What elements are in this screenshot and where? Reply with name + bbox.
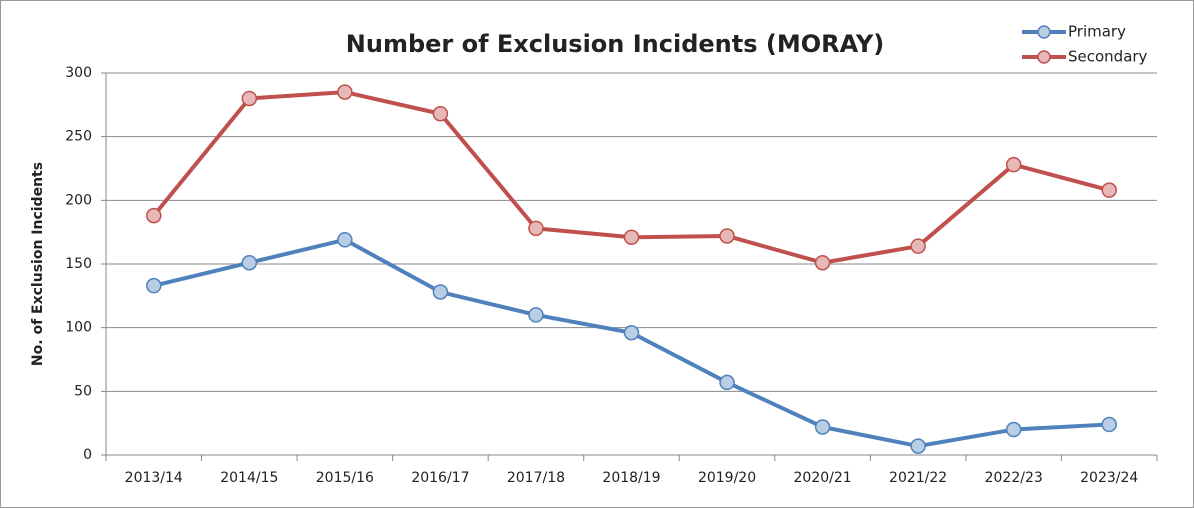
marker bbox=[337, 232, 353, 248]
x-tick-label: 2022/23 bbox=[985, 470, 1043, 486]
marker bbox=[241, 254, 258, 271]
x-tick-label: 2023/24 bbox=[1080, 470, 1138, 486]
x-tick-label: 2015/16 bbox=[316, 470, 374, 486]
marker bbox=[814, 419, 831, 435]
y-tick-label: 250 bbox=[65, 129, 92, 145]
legend-label: Secondary bbox=[1068, 48, 1148, 66]
marker bbox=[528, 220, 544, 237]
marker bbox=[623, 325, 640, 341]
y-tick-label: 50 bbox=[74, 383, 92, 399]
x-tick-label: 2018/19 bbox=[602, 470, 660, 486]
marker bbox=[719, 228, 735, 244]
x-tick-label: 2014/15 bbox=[220, 470, 278, 486]
marker bbox=[814, 254, 831, 271]
marker bbox=[910, 438, 926, 454]
marker bbox=[719, 374, 735, 391]
marker bbox=[241, 90, 258, 107]
y-tick-label: 200 bbox=[65, 192, 92, 208]
marker bbox=[623, 229, 640, 246]
y-tick-label: 100 bbox=[65, 320, 92, 336]
marker bbox=[528, 307, 544, 323]
x-tick-label: 2019/20 bbox=[698, 470, 756, 486]
marker bbox=[432, 105, 449, 122]
y-axis-label: No. of Exclusion Incidents bbox=[30, 162, 46, 366]
y-tick-label: 300 bbox=[65, 65, 92, 81]
marker bbox=[146, 207, 162, 224]
chart-title: Number of Exclusion Incidents (MORAY) bbox=[346, 30, 884, 58]
legend-marker bbox=[1037, 25, 1051, 39]
legend-marker bbox=[1037, 50, 1051, 64]
x-tick-label: 2016/17 bbox=[411, 470, 469, 486]
y-tick-label: 0 bbox=[83, 447, 92, 463]
x-tick-label: 2020/21 bbox=[794, 470, 852, 486]
legend-label: Primary bbox=[1068, 23, 1126, 41]
x-tick-label: 2021/22 bbox=[889, 470, 947, 486]
x-tick-label: 2013/14 bbox=[125, 470, 183, 486]
marker bbox=[910, 238, 926, 254]
marker bbox=[1005, 421, 1022, 438]
marker bbox=[146, 277, 162, 294]
marker bbox=[432, 284, 449, 300]
marker bbox=[337, 84, 353, 100]
y-tick-label: 150 bbox=[65, 256, 92, 272]
marker bbox=[1101, 182, 1117, 198]
marker bbox=[1101, 416, 1117, 433]
x-tick-label: 2017/18 bbox=[507, 470, 565, 486]
marker bbox=[1005, 156, 1022, 173]
